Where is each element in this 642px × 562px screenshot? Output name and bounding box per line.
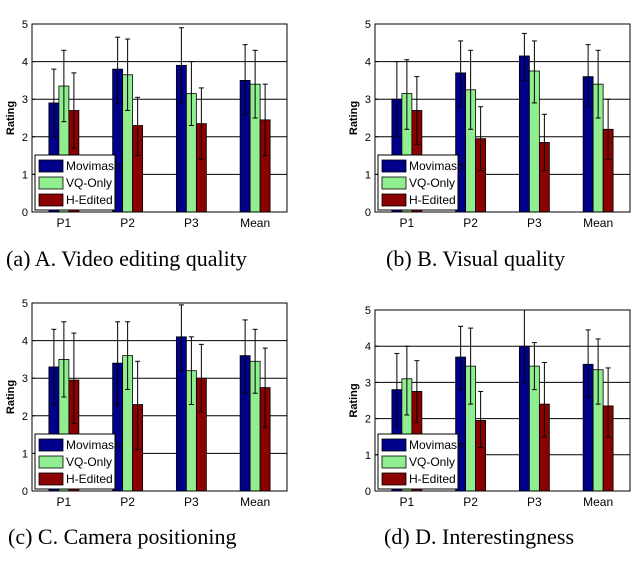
legend-swatch <box>381 193 407 207</box>
y-tick-label: 0 <box>22 207 28 219</box>
x-tick-label: Mean <box>240 495 270 509</box>
y-tick-label: 4 <box>365 341 371 353</box>
x-tick-label: P1 <box>57 216 72 230</box>
chart-a: 0 1 2 3 4 5 P1 P2 P3 Mean Rating Movimash VQ-Only H-E… <box>5 19 288 230</box>
x-tick-label: Mean <box>583 216 613 230</box>
x-tick-label: Mean <box>583 495 613 509</box>
x-tick-label: P2 <box>120 216 135 230</box>
y-tick-label: 4 <box>365 57 371 69</box>
y-tick-label: 2 <box>22 132 28 144</box>
x-tick-label: P1 <box>400 495 415 509</box>
legend-swatch <box>38 193 64 207</box>
x-tick-label: Mean <box>240 216 270 230</box>
y-tick-label: 1 <box>365 450 371 462</box>
y-axis-label: Rating <box>348 101 360 135</box>
y-tick-label: 4 <box>22 57 28 69</box>
legend-label: H-Edited <box>66 193 113 207</box>
y-tick-label: 3 <box>22 94 28 106</box>
y-tick-label: 3 <box>365 377 371 389</box>
legend-swatch <box>38 159 64 173</box>
y-tick-label: 2 <box>22 411 28 423</box>
x-tick-label: P2 <box>463 495 478 509</box>
legend-swatch <box>38 455 64 469</box>
legend-swatch <box>38 438 64 452</box>
legend-label: Movimash <box>409 159 464 173</box>
x-tick-label: P3 <box>527 216 542 230</box>
x-tick-label: P2 <box>120 495 135 509</box>
y-tick-label: 3 <box>22 373 28 385</box>
y-tick-label: 1 <box>365 169 371 181</box>
caption-b: (b) B. Visual quality <box>386 246 566 271</box>
y-tick-label: 2 <box>365 414 371 426</box>
y-axis-label: Rating <box>5 380 17 414</box>
legend-swatch <box>381 438 407 452</box>
legend-swatch <box>38 176 64 190</box>
y-tick-label: 1 <box>22 169 28 181</box>
chart-d: 0 1 2 3 4 5 P1 P2 P3 Mean Rating Movimash VQ-Only H-E… <box>348 305 631 509</box>
y-tick-label: 5 <box>22 19 28 31</box>
legend-label: VQ-Only <box>409 455 455 469</box>
y-tick-label: 5 <box>22 298 28 310</box>
y-tick-label: 4 <box>22 336 28 348</box>
chart-b: 0 1 2 3 4 5 P1 P2 P3 Mean Rating Movimash VQ-Only H-E… <box>348 19 631 230</box>
caption-c: (c) C. Camera positioning <box>8 524 237 549</box>
x-tick-label: P1 <box>57 495 72 509</box>
y-axis-label: Rating <box>348 383 360 417</box>
legend-swatch <box>381 176 407 190</box>
legend-label: H-Edited <box>409 193 456 207</box>
legend-swatch <box>381 472 407 486</box>
y-tick-label: 1 <box>22 448 28 460</box>
y-tick-label: 5 <box>365 19 371 31</box>
legend-swatch <box>38 472 64 486</box>
legend-label: H-Edited <box>409 472 456 486</box>
x-tick-label: P2 <box>463 216 478 230</box>
legend-label: H-Edited <box>66 472 113 486</box>
y-tick-label: 2 <box>365 132 371 144</box>
x-tick-label: P1 <box>400 216 415 230</box>
caption-d: (d) D. Interestingness <box>384 524 575 549</box>
y-tick-label: 0 <box>365 207 371 219</box>
y-axis-label: Rating <box>5 101 17 135</box>
y-tick-label: 0 <box>365 486 371 498</box>
legend-swatch <box>381 159 407 173</box>
chart-c: 0 1 2 3 4 5 P1 P2 P3 Mean Rating Movimash VQ-Only H-E… <box>5 298 288 509</box>
y-tick-label: 5 <box>365 305 371 317</box>
legend-label: VQ-Only <box>409 176 455 190</box>
legend-swatch <box>381 455 407 469</box>
legend-label: Movimash <box>66 159 121 173</box>
legend-label: Movimash <box>409 438 464 452</box>
axes-frame <box>31 302 288 492</box>
x-tick-label: P3 <box>184 216 199 230</box>
legend-label: Movimash <box>66 438 121 452</box>
legend-label: VQ-Only <box>66 176 112 190</box>
y-tick-label: 3 <box>365 94 371 106</box>
legend-label: VQ-Only <box>66 455 112 469</box>
axes-frame <box>31 23 288 213</box>
caption-a: (a) A. Video editing quality <box>6 246 247 271</box>
axes-frame <box>374 23 631 213</box>
x-tick-label: P3 <box>184 495 199 509</box>
y-tick-label: 0 <box>22 486 28 498</box>
axes-frame <box>374 309 631 492</box>
x-tick-label: P3 <box>527 495 542 509</box>
